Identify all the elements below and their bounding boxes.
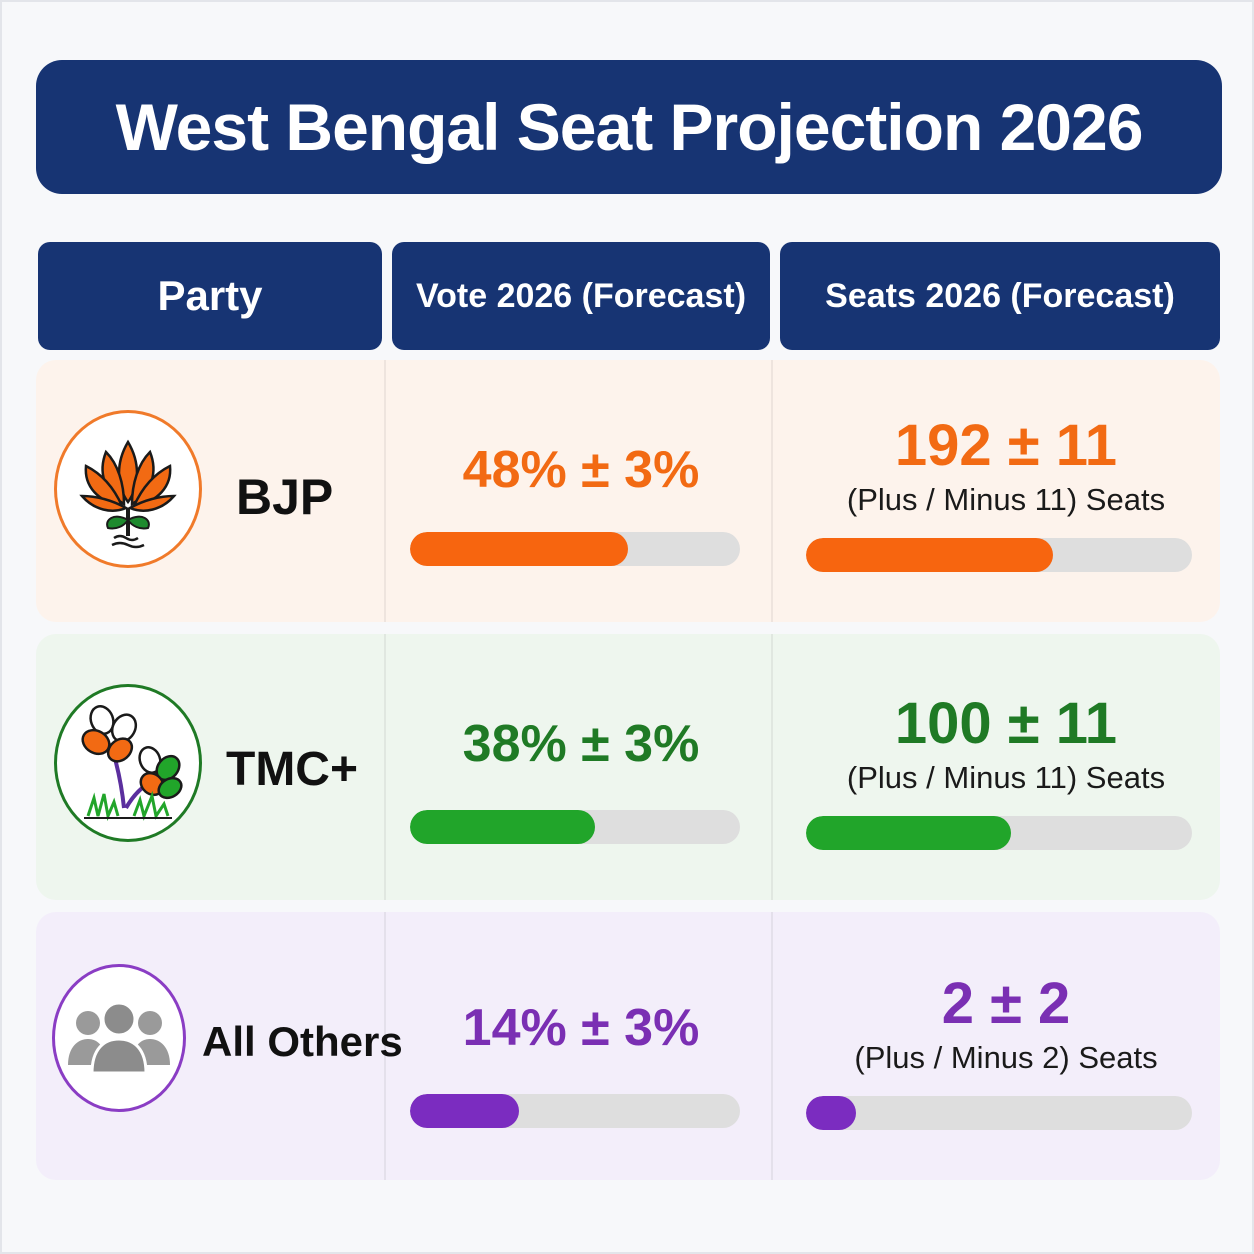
column-divider	[771, 634, 773, 900]
table-row-others: All Others 14% ± 3% 2 ± 2 (Plus / Minus …	[36, 912, 1220, 1180]
column-divider	[384, 360, 386, 622]
seat-note: (Plus / Minus 11) Seats	[846, 482, 1166, 517]
vote-value: 14% ± 3%	[462, 999, 700, 1057]
flowers-and-grass-icon	[54, 684, 202, 842]
seat-value: 2 ± 2	[941, 971, 1071, 1036]
seat-note: (Plus / Minus 11) Seats	[846, 760, 1166, 795]
vote-bar-fill	[410, 532, 628, 566]
people-group-icon	[52, 964, 186, 1112]
seat-bar-track	[806, 1096, 1192, 1130]
vote-bar-track	[410, 532, 740, 566]
seat-bar-track	[806, 816, 1192, 850]
vote-bar-track	[410, 810, 740, 844]
column-divider	[771, 360, 773, 622]
vote-bar-track	[410, 1094, 740, 1128]
vote-value: 48% ± 3%	[462, 441, 700, 499]
table-row-tmc: TMC+ 38% ± 3% 100 ± 11 (Plus / Minus 11)…	[36, 634, 1220, 900]
page-title: West Bengal Seat Projection 2026	[115, 90, 1144, 164]
title-bar: West Bengal Seat Projection 2026	[36, 60, 1222, 194]
header-party: Party	[38, 242, 382, 350]
column-divider	[384, 634, 386, 900]
vote-value: 38% ± 3%	[462, 715, 700, 773]
seat-bar-fill	[806, 1096, 857, 1130]
lotus-icon	[54, 410, 202, 568]
vote-bar-fill	[410, 810, 595, 844]
seat-bar-fill	[806, 538, 1054, 572]
header-vote: Vote 2026 (Forecast)	[392, 242, 770, 350]
column-divider	[771, 912, 773, 1180]
seat-bar-track	[806, 538, 1192, 572]
seat-note: (Plus / Minus 2) Seats	[854, 1040, 1158, 1075]
column-divider	[384, 912, 386, 1180]
seat-bar-fill	[806, 816, 1011, 850]
vote-bar-fill	[410, 1094, 519, 1128]
party-name: All Others	[202, 1018, 403, 1065]
header-seats: Seats 2026 (Forecast)	[780, 242, 1220, 350]
table-row-bjp: BJP 48% ± 3% 192 ± 11 (Plus / Minus 11) …	[36, 360, 1220, 622]
party-name: BJP	[236, 469, 334, 525]
party-name: TMC+	[226, 743, 358, 796]
seat-value: 192 ± 11	[894, 413, 1118, 478]
seat-value: 100 ± 11	[894, 691, 1118, 756]
